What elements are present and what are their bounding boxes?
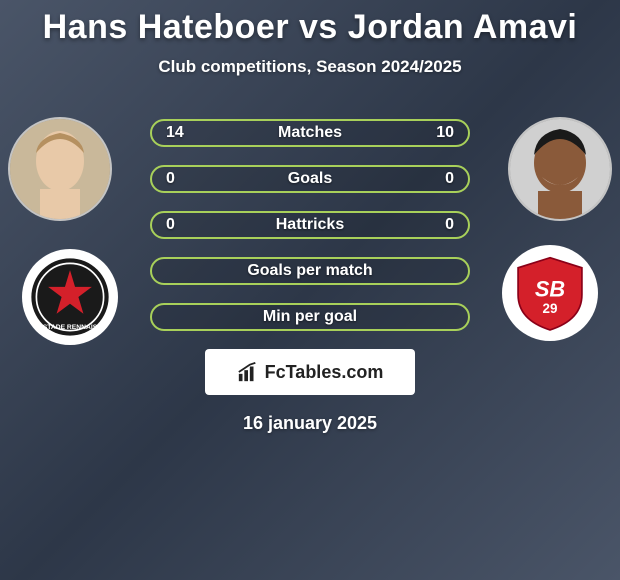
page-title: Hans Hateboer vs Jordan Amavi [0, 0, 620, 47]
stat-left-value: 0 [166, 170, 175, 188]
watermark-text: FcTables.com [265, 362, 384, 383]
stat-label: Matches [278, 124, 342, 142]
stat-right-value: 10 [436, 124, 454, 142]
club-left-badge: STADE RENNAIS [22, 249, 118, 345]
stat-left-value: 14 [166, 124, 184, 142]
svg-text:29: 29 [543, 301, 558, 316]
stat-label: Min per goal [263, 308, 357, 326]
stat-row-hattricks: 0 Hattricks 0 [150, 211, 470, 239]
stat-row-goals-per-match: Goals per match [150, 257, 470, 285]
date-text: 16 january 2025 [0, 413, 620, 434]
stat-right-value: 0 [445, 216, 454, 234]
stat-row-goals: 0 Goals 0 [150, 165, 470, 193]
stat-label: Goals [288, 170, 332, 188]
stat-right-value: 0 [445, 170, 454, 188]
stat-row-min-per-goal: Min per goal [150, 303, 470, 331]
stat-row-matches: 14 Matches 10 [150, 119, 470, 147]
chart-icon [237, 361, 259, 383]
subtitle: Club competitions, Season 2024/2025 [0, 57, 620, 77]
svg-text:STADE RENNAIS: STADE RENNAIS [43, 324, 98, 331]
club-right-badge: SB 29 [502, 245, 598, 341]
watermark: FcTables.com [205, 349, 415, 395]
player-left-avatar [8, 117, 112, 221]
stat-left-value: 0 [166, 216, 175, 234]
comparison-panel: STADE RENNAIS SB 29 14 Matches 10 0 Goal… [0, 97, 620, 434]
player-right-avatar [508, 117, 612, 221]
stats-list: 14 Matches 10 0 Goals 0 0 Hattricks 0 Go… [150, 97, 470, 331]
stat-label: Goals per match [247, 262, 372, 280]
svg-text:SB: SB [535, 276, 565, 301]
stat-label: Hattricks [276, 216, 344, 234]
